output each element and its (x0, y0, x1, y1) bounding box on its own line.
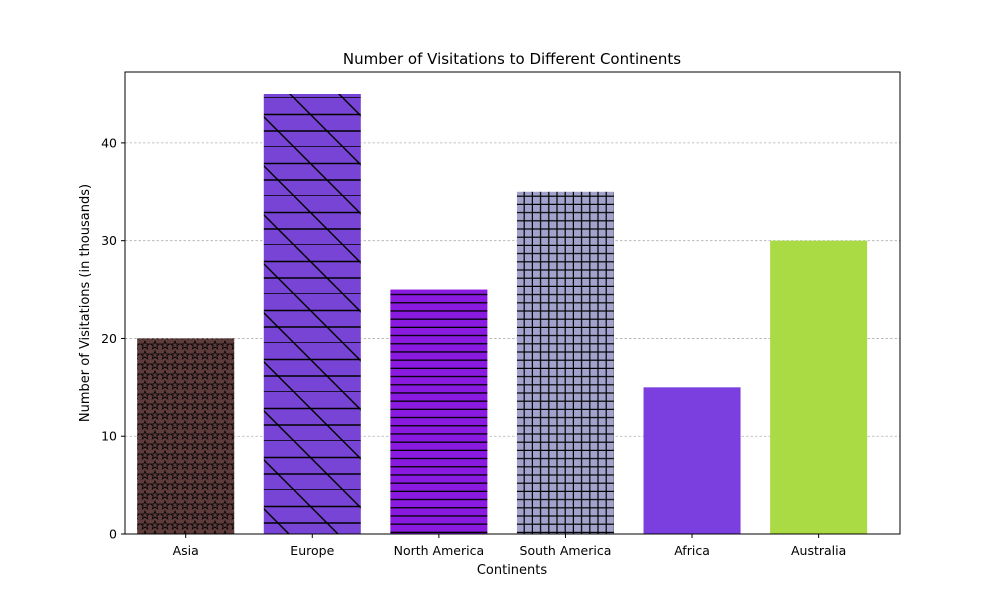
y-tick-label: 0 (109, 527, 117, 542)
x-tick-label: South America (520, 543, 612, 558)
x-tick-label: Asia (173, 543, 199, 558)
bar-north-america (390, 289, 488, 534)
x-tick-label: North America (394, 543, 485, 558)
bar-australia (770, 240, 868, 534)
plot-frame (124, 71, 901, 535)
bar-africa (643, 387, 741, 534)
x-axis-label: Continents (477, 563, 548, 578)
bars (137, 94, 868, 534)
chart-title: Number of Visitations to Different Conti… (343, 50, 681, 68)
bar-south-america (516, 191, 614, 534)
x-tick-label: Europe (290, 543, 334, 558)
y-axis-ticks: 0 10 20 30 40 (101, 135, 125, 542)
y-tick-label: 30 (101, 233, 117, 248)
y-tick-label: 40 (101, 135, 117, 150)
y-tick-label: 10 (101, 429, 117, 444)
x-tick-label: Australia (791, 543, 846, 558)
x-axis-ticks: Asia Europe North America South America Afri… (173, 534, 846, 558)
bar-asia (137, 338, 235, 534)
y-tick-label: 20 (101, 331, 117, 346)
y-axis-label: Number of Visitations (in thousands) (78, 184, 93, 422)
x-tick-label: Africa (674, 543, 710, 558)
bar-europe (263, 94, 361, 534)
